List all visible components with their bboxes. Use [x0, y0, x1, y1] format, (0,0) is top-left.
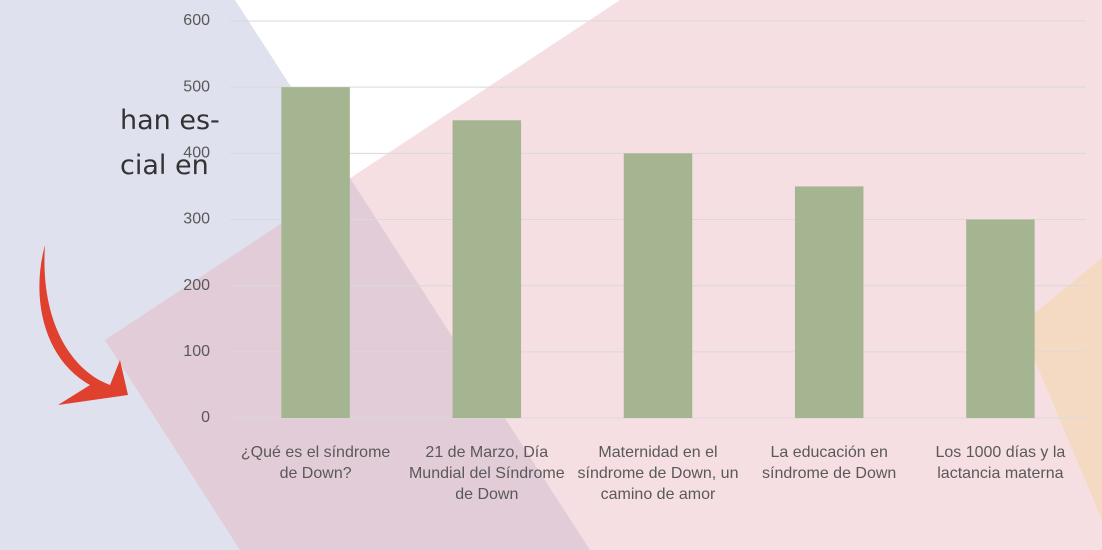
slide-text: cial en	[120, 150, 209, 181]
y-tick-label: 300	[183, 211, 210, 228]
slide-text: han es-	[120, 105, 220, 136]
bar	[795, 186, 863, 418]
slide: 0100200300400500600 han es- cial en ¿Qué…	[0, 0, 1102, 550]
bar	[966, 220, 1034, 419]
y-tick-label: 100	[183, 343, 210, 360]
x-tick-label: Maternidad en el síndrome de Down, un ca…	[574, 442, 742, 505]
x-tick-label: 21 de Marzo, Día Mundial del Síndrome de…	[403, 442, 571, 505]
x-tick-label: Los 1000 días y la lactancia materna	[916, 442, 1084, 484]
bar	[453, 120, 521, 418]
y-tick-label: 200	[183, 277, 210, 294]
y-tick-label: 500	[183, 78, 210, 95]
y-tick-label: 0	[201, 409, 210, 426]
y-tick-label: 600	[183, 12, 210, 29]
x-tick-label: ¿Qué es el síndrome de Down?	[232, 442, 400, 484]
x-tick-label: La educación en síndrome de Down	[745, 442, 913, 484]
bar	[624, 153, 692, 418]
bar	[281, 87, 349, 418]
